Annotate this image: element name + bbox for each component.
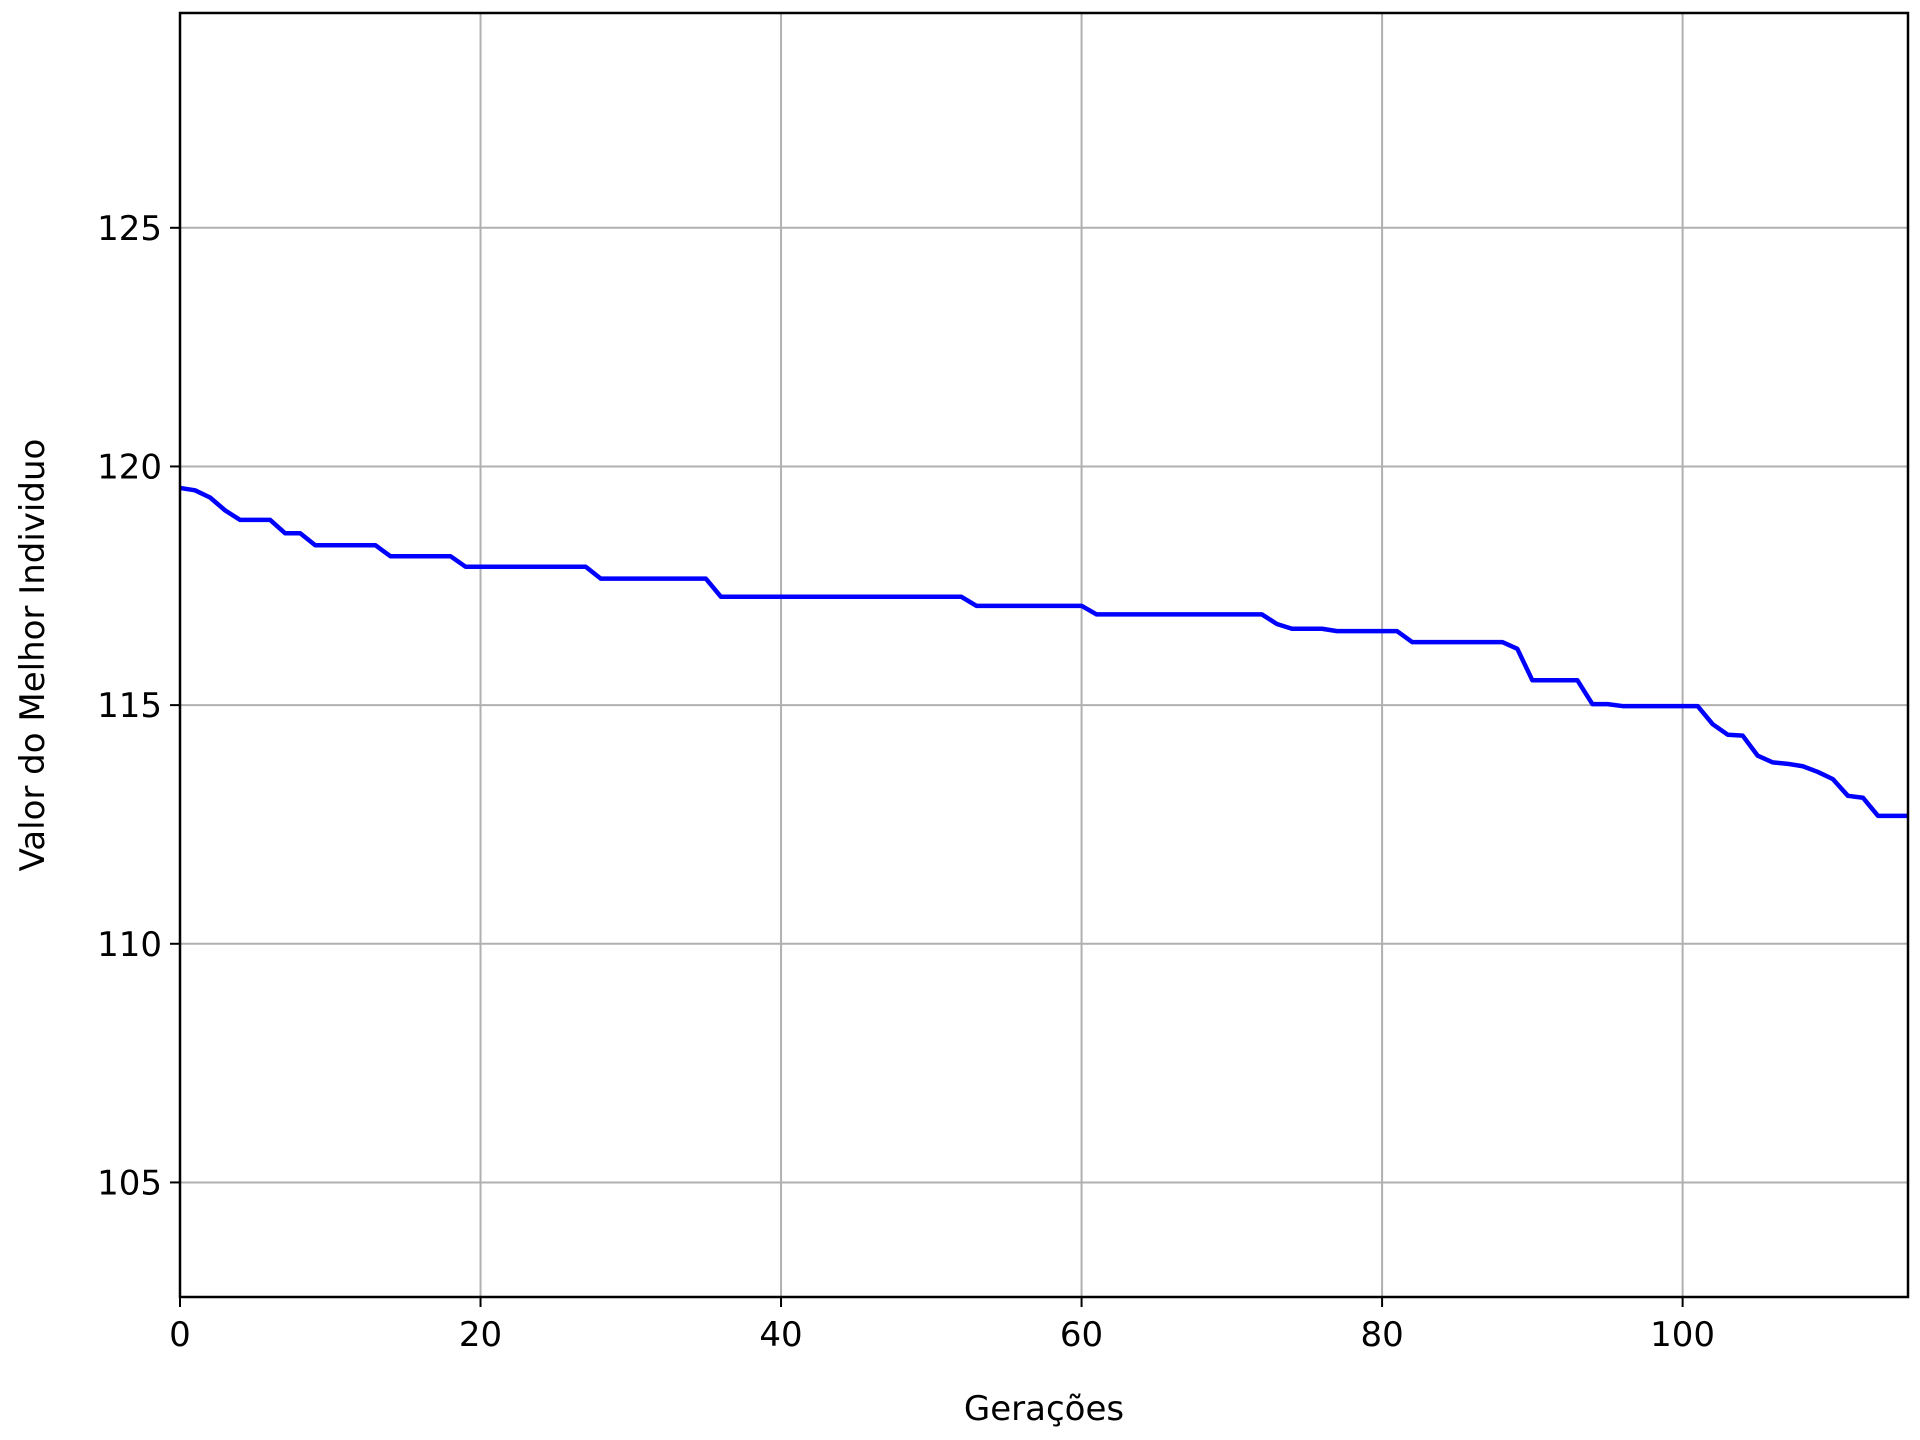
ticks: 0 20 40 60 80 100 105 110 115 120 125	[97, 209, 1715, 1355]
grid	[179, 13, 1908, 1297]
x-tick-label: 100	[1650, 1315, 1715, 1355]
y-tick-label: 125	[97, 209, 162, 249]
x-axis-label: Gerações	[964, 1389, 1124, 1429]
x-tick-label: 0	[169, 1315, 191, 1355]
series-line	[179, 485, 1908, 819]
plot-frame	[178, 11, 1910, 1299]
y-tick-label: 115	[97, 686, 162, 726]
x-tick-label: 80	[1360, 1315, 1403, 1355]
y-tick-label: 110	[97, 925, 162, 965]
x-tick-label: 60	[1060, 1315, 1103, 1355]
y-tick-label: 105	[97, 1163, 162, 1203]
y-tick-label: 120	[97, 447, 162, 487]
x-tick-label: 20	[459, 1315, 502, 1355]
y-axis-label: Valor do Melhor Individuo	[13, 439, 53, 872]
x-tick-label: 40	[759, 1315, 802, 1355]
series-layer	[179, 485, 1908, 819]
